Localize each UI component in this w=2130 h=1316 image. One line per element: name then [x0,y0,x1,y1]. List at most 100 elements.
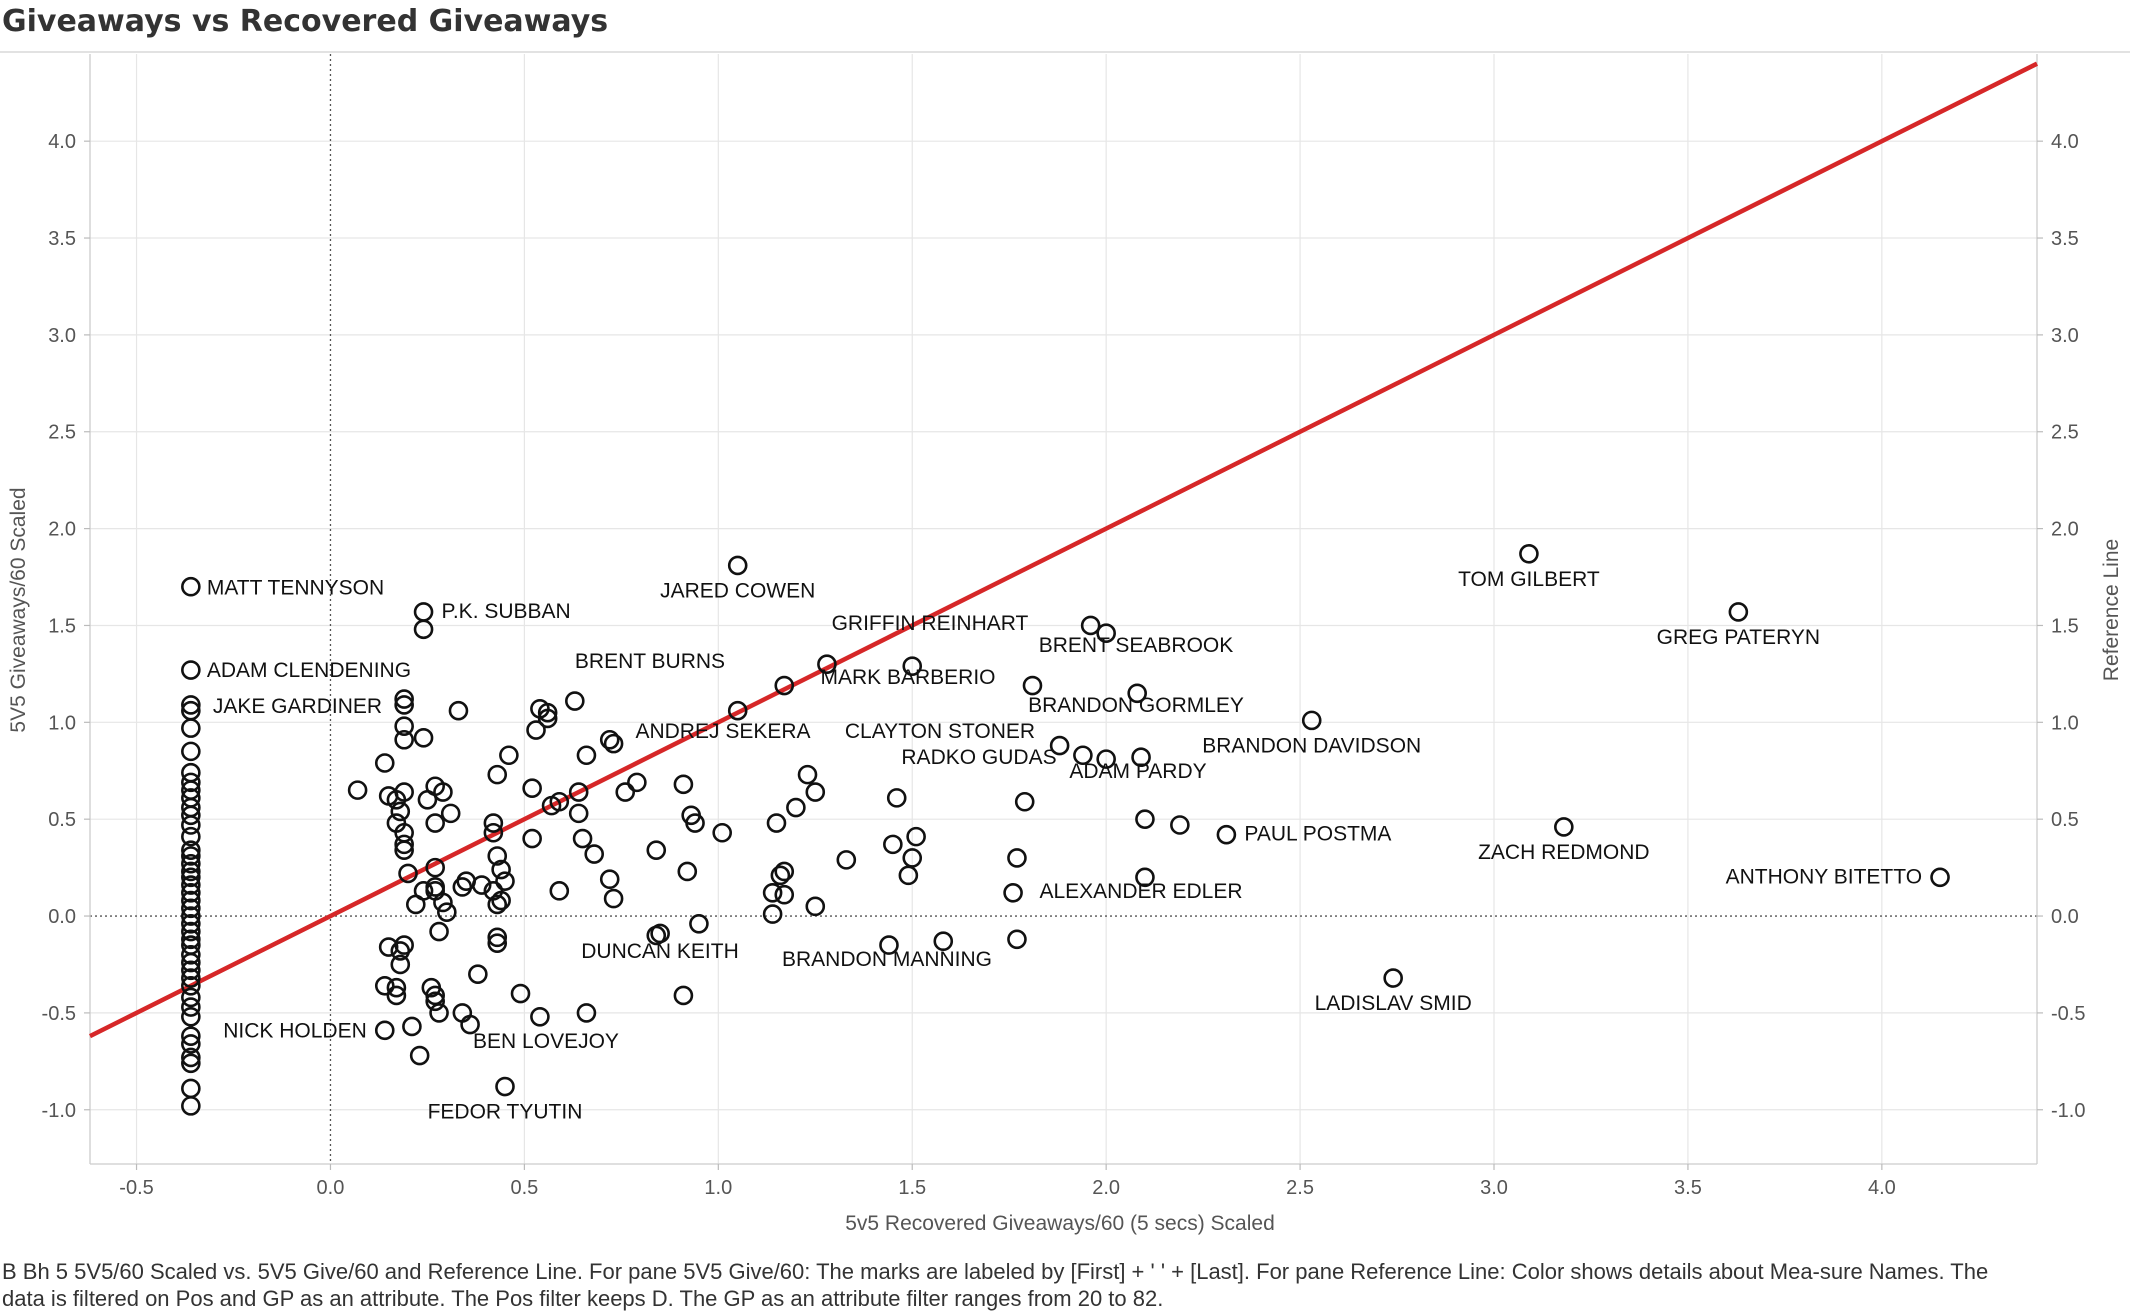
data-point [522,778,542,798]
data-point [347,780,368,800]
points-layer [181,543,1950,1116]
data-point [409,1045,430,1066]
data-point [727,555,748,576]
data-point [181,1047,201,1068]
data-point [565,691,585,711]
y-tick-label: -1.0 [42,1100,76,1122]
data-point [774,884,795,905]
data-point [549,881,570,901]
data-point [394,689,414,709]
data-point [487,933,508,953]
data-point [181,695,201,715]
data-point [1014,791,1035,812]
x-tick-label: 3.0 [1480,1177,1508,1199]
data-point [413,728,434,748]
data-point [1080,615,1101,636]
point-label: NICK HOLDEN [223,1019,367,1042]
data-point [440,803,461,824]
data-point [774,675,795,696]
data-point [1930,867,1950,888]
data-point [1301,710,1322,731]
data-point [526,720,546,740]
data-point [1049,735,1070,756]
data-point [615,782,636,802]
data-point [883,834,903,855]
y-tick-label: 2.5 [48,422,76,444]
x-tick-label: 3.5 [1674,1177,1702,1199]
data-point [181,898,201,919]
y-tick-label: 1.0 [48,712,76,734]
x-tick-label: 2.0 [1092,1177,1120,1199]
data-point [510,983,531,1004]
data-point [797,764,818,785]
data-point [181,875,201,895]
data-point [181,975,201,996]
data-point [181,1078,201,1099]
data-point [522,828,542,849]
point-label: RADKO GUDAS [901,746,1056,769]
y2-tick-label: 4.0 [2051,131,2079,153]
data-point [774,861,795,882]
data-point [429,921,449,942]
x-tick-label: 0.5 [510,1177,538,1199]
data-point [413,619,434,640]
point-label: P.K. SUBBAN [442,600,571,623]
data-point [386,790,407,810]
point-label: GRIFFIN REINHART [832,612,1029,635]
reference-line [88,61,2039,1039]
data-point [433,782,453,802]
x-tick-label: 2.5 [1286,1177,1314,1199]
y2-tick-label: 3.0 [2051,325,2079,347]
data-point [390,941,411,961]
data-point [181,861,201,882]
x-tick-label: 1.5 [898,1177,926,1199]
data-point [483,822,504,843]
data-point [603,733,624,754]
data-point [584,844,605,864]
data-point [181,741,201,762]
data-point [181,805,201,826]
point-label: CLAYTON STONER [845,720,1035,743]
data-point [603,888,624,909]
data-point [1007,929,1027,950]
data-point [181,890,201,911]
data-point [530,1006,550,1027]
data-point [181,882,201,903]
chart-caption: B Bh 5 5V5/60 Scaled vs. 5V5 Give/60 and… [2,1259,1989,1311]
data-point [805,896,826,917]
data-point [394,729,414,750]
data-point [572,828,593,849]
data-point [413,602,434,622]
y-tick-label: 2.0 [48,519,76,541]
data-point [374,753,395,773]
data-point [425,813,445,833]
data-point [181,997,201,1017]
data-point [374,1020,395,1041]
data-point [452,877,473,897]
data-point [394,834,414,855]
data-point [1170,815,1190,835]
data-point [770,865,791,886]
data-point [181,906,201,926]
data-point [398,863,418,884]
data-point [181,846,201,866]
data-point [898,865,919,886]
data-point [537,708,558,729]
data-point [425,991,445,1012]
y2-tick-label: 3.5 [2051,228,2079,250]
data-point [906,826,926,847]
data-point [181,576,201,597]
data-point [1135,867,1155,888]
data-point [1383,968,1403,988]
data-point [386,985,407,1006]
data-point [902,656,923,676]
x-tick-label: 4.0 [1868,1177,1896,1199]
data-point [433,892,453,913]
data-point [405,894,426,915]
data-point [836,850,857,870]
data-point [487,894,508,915]
point-label: BRENT BURNS [575,650,725,673]
data-point [677,861,698,882]
data-point [495,871,515,891]
point-label: FEDOR TYUTIN [428,1101,583,1124]
